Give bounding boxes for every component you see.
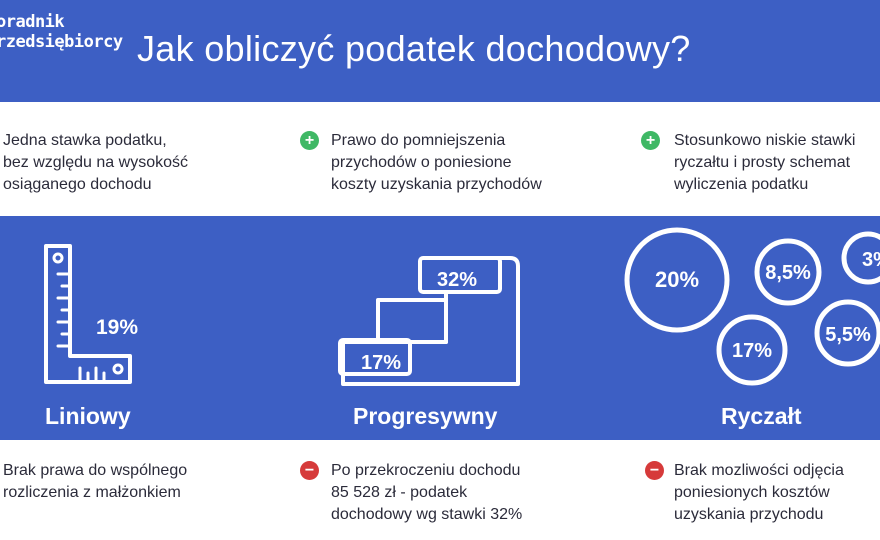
progresywny-rate-32: 32% — [437, 269, 477, 291]
ryczalt-rate-20: 20% — [655, 267, 699, 292]
progresywny-pro-line: Prawo do pomniejszenia — [331, 132, 506, 149]
illustrations: 19% 32% 17% 20% 8,5% 3% 17% 5,5% — [44, 227, 880, 386]
ryczalt-pro-line: ryczałtu i prosty schemat — [674, 154, 851, 171]
progresywny-pro-text: Prawo do pomniejszenia przychodów o poni… — [331, 130, 542, 196]
liniowy-con-line: rozliczenia z małżonkiem — [3, 484, 181, 501]
ryczalt-con-line: poniesionych kosztów — [674, 484, 830, 501]
liniowy-con-text: Brak prawa do wspólnego rozliczenia z ma… — [3, 460, 187, 504]
logo-line-2: rzedsiębiorcy — [0, 32, 123, 52]
minus-icon: − — [300, 461, 319, 480]
minus-icon: − — [645, 461, 664, 480]
advantages-band: Jedna stawka podatku, bez względu na wys… — [0, 102, 880, 216]
ryczalt-rate-5-5: 5,5% — [825, 324, 871, 346]
logo: oradnik rzedsiębiorcy — [0, 12, 123, 52]
ryczalt-pro-text: Stosunkowo niskie stawki ryczałtu i pros… — [674, 130, 855, 196]
progresywny-con-line: dochodowy wg stawki 32% — [331, 506, 523, 523]
liniowy-pro-line: bez względu na wysokość — [3, 154, 188, 171]
plus-icon: + — [300, 131, 319, 150]
liniowy-pro-line: osiąganego dochodu — [3, 176, 152, 193]
liniowy-con-line: Brak prawa do wspólnego — [3, 462, 188, 479]
disadvantages-band: Brak prawa do wspólnego rozliczenia z ma… — [0, 440, 880, 540]
ryczalt-pro-line: wyliczenia podatku — [674, 176, 809, 193]
ryczalt-con-line: Brak mozliwości odjęcia — [674, 462, 844, 479]
progresywny-con-line: Po przekroczeniu dochodu — [331, 462, 521, 479]
label-ryczalt: Ryczałt — [721, 403, 802, 429]
logo-line-1: oradnik — [0, 12, 65, 32]
ryczalt-con-line: uzyskania przychodu — [674, 506, 824, 523]
plus-icon: + — [641, 131, 660, 150]
progresywny-pro-line: koszty uzyskania przychodów — [331, 176, 542, 193]
liniowy-rate: 19% — [96, 316, 138, 339]
progresywny-rate-17: 17% — [361, 352, 401, 374]
ryczalt-con-text: Brak mozliwości odjęcia poniesionych kos… — [674, 460, 844, 526]
progresywny-con-line: 85 528 zł - podatek — [331, 484, 468, 501]
circles-icon — [624, 227, 880, 386]
liniowy-pro-line: Jedna stawka podatku, — [3, 132, 167, 149]
label-liniowy: Liniowy — [45, 403, 131, 429]
ryczalt-rate-8-5: 8,5% — [765, 262, 811, 284]
page-title: Jak obliczyć podatek dochodowy? — [137, 28, 691, 69]
header-bar: oradnik rzedsiębiorcy Jak obliczyć podat… — [0, 0, 880, 102]
ryczalt-rate-3: 3% — [862, 249, 880, 271]
progresywny-con-text: Po przekroczeniu dochodu 85 528 zł - pod… — [331, 460, 522, 526]
liniowy-pro-text: Jedna stawka podatku, bez względu na wys… — [3, 130, 188, 196]
progresywny-pro-line: przychodów o poniesione — [331, 154, 512, 171]
label-progresywny: Progresywny — [353, 403, 498, 429]
ryczalt-pro-line: Stosunkowo niskie stawki — [674, 132, 856, 149]
stairs-icon — [338, 256, 520, 386]
ruler-square-icon — [44, 244, 132, 384]
ryczalt-rate-17: 17% — [732, 340, 772, 362]
